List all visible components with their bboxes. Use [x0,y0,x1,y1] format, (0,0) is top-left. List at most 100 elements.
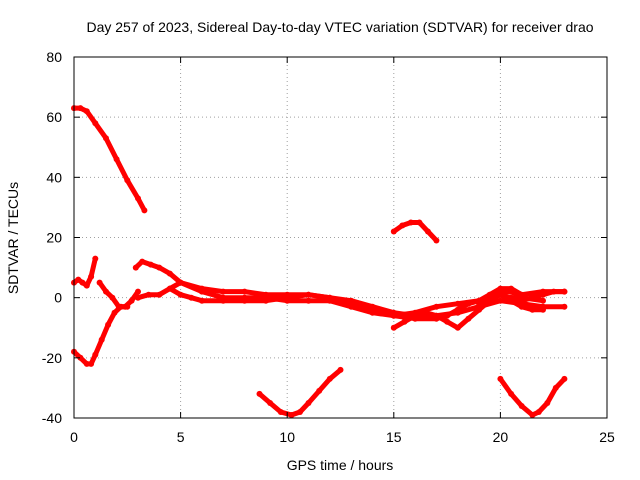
data-point [540,291,546,298]
data-point [305,400,312,406]
data-point [390,324,397,331]
data-point [444,318,451,325]
data-point [145,291,152,298]
data-point [407,219,414,226]
data-point [109,294,116,301]
data-point [497,375,504,382]
data-point [198,288,205,295]
data-point [128,297,135,304]
data-point [529,306,536,313]
data-point [465,300,472,307]
data-point [561,303,568,310]
data-point [518,297,525,304]
data-point [156,291,163,298]
data-point [326,294,333,301]
data-point [166,270,173,277]
data-point [88,360,95,367]
x-tick-label: 25 [599,429,615,445]
data-point [390,228,397,235]
x-tick-label: 20 [493,429,509,445]
data-point [561,288,568,295]
data-point [416,219,423,226]
data-point [369,306,376,313]
data-point [156,264,163,271]
data-point [105,321,112,328]
data-point [267,400,274,406]
data-point [424,228,431,235]
data-point [497,291,504,298]
data-point [88,273,95,280]
data-point [113,156,120,163]
data-point [83,360,90,367]
data-point [433,303,440,310]
chart-title: Day 257 of 2023, Sidereal Day-to-day VTE… [86,19,593,35]
x-axis-label: GPS time / hours [287,457,394,473]
axis-ticks: 0 5 10 15 20 25 -40 -20 0 20 40 60 80 [42,49,615,445]
data-point [75,276,82,283]
data-point [337,366,344,373]
data-point [188,294,195,301]
data-point [96,279,103,286]
data-point [177,291,184,298]
data-point [122,303,129,310]
data-point [433,312,440,319]
data-point [103,288,109,295]
data-point [476,300,483,307]
data-point [77,105,84,112]
data-point [92,255,99,262]
data-point [486,294,493,301]
data-point [77,354,84,361]
data-point [79,279,86,286]
data-point [508,294,515,301]
data-point [544,400,551,406]
series-arc-low-rising [71,304,130,367]
data-point [115,303,122,310]
data-point [92,351,99,358]
data-point [529,294,536,301]
data-point [465,315,472,322]
data-point [284,294,291,301]
grid [74,57,607,418]
data-point [111,309,118,316]
data-point [518,403,525,409]
y-tick-label: -20 [42,350,62,366]
y-tick-label: 40 [46,169,62,185]
data-point [326,375,333,382]
data-point [497,285,504,292]
data-point [348,300,355,307]
y-axis-label: SDTVAR / TECUs [5,182,21,294]
data-point [135,294,141,301]
data-point [540,306,546,313]
data-point [550,288,557,295]
data-point [139,258,146,265]
data-point [476,306,483,313]
data-point [132,264,139,271]
data-point [277,409,284,415]
data-point [444,312,451,319]
data-point [124,177,131,184]
data-point [433,237,440,244]
data-point [497,297,504,304]
data-point [518,303,525,310]
data-point [241,288,248,295]
data-point [412,312,419,319]
data-point [316,387,323,394]
data-point [241,297,248,304]
data-point [454,324,461,331]
data-point [540,297,546,304]
data-point [518,291,525,298]
data-point [220,288,227,295]
y-tick-label: 80 [46,49,62,65]
data-point [135,195,141,202]
y-tick-label: 60 [46,109,62,125]
data-point [529,412,536,418]
x-tick-label: 0 [70,429,78,445]
data-point [103,135,109,142]
data-point [399,222,406,229]
data-point [535,409,542,415]
y-tick-label: 20 [46,230,62,246]
data-point [508,285,515,292]
data-point [262,297,269,304]
x-tick-label: 15 [386,429,402,445]
